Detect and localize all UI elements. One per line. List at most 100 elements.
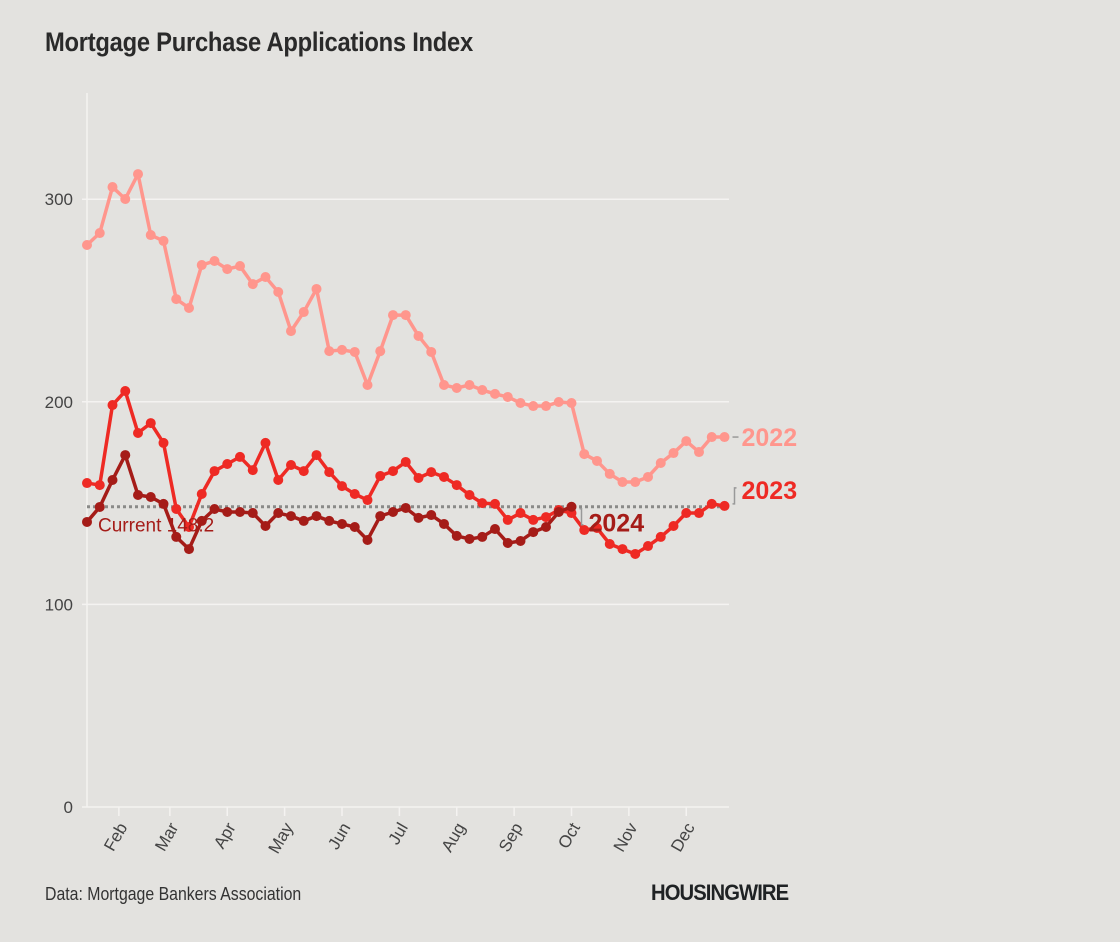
- data-point: [681, 436, 692, 447]
- data-point: [107, 182, 118, 193]
- data-point: [630, 477, 641, 488]
- data-point: [311, 511, 322, 522]
- data-point: [426, 467, 437, 478]
- data-point: [235, 507, 245, 518]
- series-2022: [82, 169, 730, 488]
- data-point: [451, 480, 462, 491]
- data-point: [426, 510, 437, 521]
- data-point: [592, 523, 602, 534]
- data-point: [298, 466, 309, 477]
- data-point: [324, 467, 335, 478]
- data-point: [413, 472, 424, 483]
- gridlines: [82, 93, 729, 808]
- data-point: [133, 169, 143, 180]
- chart-title: Mortgage Purchase Applications Index: [45, 27, 473, 57]
- data-point: [528, 514, 539, 525]
- data-point: [184, 522, 194, 533]
- series-label-2024: 2024: [589, 510, 645, 538]
- data-point: [553, 397, 564, 408]
- y-tick-label: 300: [45, 190, 73, 209]
- data-point: [349, 488, 360, 499]
- data-point: [464, 379, 475, 390]
- data-point: [196, 515, 207, 526]
- data-point: [668, 448, 679, 459]
- data-point: [273, 475, 284, 486]
- label-connector: [579, 507, 584, 526]
- data-point: [426, 346, 437, 357]
- data-point: [362, 495, 373, 506]
- data-point: [400, 456, 411, 467]
- data-point: [413, 330, 424, 341]
- data-point: [502, 514, 513, 525]
- data-point: [388, 310, 398, 321]
- data-point: [502, 538, 513, 549]
- data-point: [171, 503, 182, 514]
- data-point: [120, 386, 131, 397]
- y-axis: 0 100 200 300: [45, 190, 73, 817]
- brand-logo: HOUSINGWIRE: [651, 880, 789, 905]
- data-point: [247, 279, 258, 290]
- x-axis: Feb Mar Apr May Jun Jul Aug Sep Oct Nov Dec: [100, 807, 699, 857]
- data-point: [94, 228, 105, 239]
- data-point: [388, 507, 398, 518]
- data-point: [528, 401, 539, 412]
- y-tick-label: 100: [45, 595, 73, 614]
- data-point: [94, 501, 105, 512]
- series-group: [82, 169, 730, 559]
- data-point: [706, 498, 717, 509]
- data-point: [273, 508, 284, 519]
- data-point: [566, 398, 577, 409]
- data-point: [541, 401, 551, 412]
- data-point: [286, 511, 296, 522]
- data-point: [209, 255, 220, 266]
- x-tick-label: May: [265, 819, 298, 857]
- data-point: [681, 508, 692, 519]
- series-labels: 2022 2023 2024 Current 148.2: [98, 424, 797, 538]
- data-point: [158, 498, 169, 509]
- data-point: [643, 541, 653, 552]
- data-point: [400, 310, 411, 321]
- data-point: [120, 193, 131, 204]
- data-point: [298, 515, 309, 526]
- data-point: [82, 516, 92, 527]
- series-label-2022: 2022: [742, 424, 798, 452]
- data-point: [286, 460, 296, 471]
- data-point: [566, 501, 577, 512]
- data-point: [668, 520, 679, 531]
- series-label-2023: 2023: [742, 477, 798, 505]
- x-tick-label: Mar: [151, 819, 182, 854]
- data-point: [477, 385, 488, 396]
- data-point: [260, 271, 271, 282]
- y-tick-label: 200: [45, 393, 73, 412]
- source-note: Data: Mortgage Bankers Association: [45, 884, 302, 904]
- data-point: [490, 388, 500, 399]
- data-point: [515, 535, 526, 546]
- data-point: [311, 450, 322, 461]
- data-point: [337, 518, 347, 529]
- data-point: [553, 507, 564, 518]
- x-tick-label: Aug: [438, 820, 470, 856]
- data-point: [502, 391, 513, 402]
- data-point: [694, 447, 704, 458]
- data-point: [247, 508, 258, 519]
- data-point: [145, 492, 156, 503]
- x-tick-label: Oct: [554, 819, 584, 852]
- data-point: [222, 507, 233, 518]
- data-point: [477, 531, 488, 542]
- data-point: [209, 466, 220, 477]
- data-point: [706, 432, 717, 443]
- data-point: [107, 400, 118, 411]
- data-point: [145, 230, 156, 241]
- x-tick-label: Apr: [210, 819, 240, 852]
- data-point: [184, 544, 194, 555]
- data-point: [94, 480, 105, 491]
- data-point: [82, 478, 92, 489]
- data-point: [375, 470, 386, 481]
- data-point: [617, 544, 628, 555]
- data-point: [630, 548, 641, 559]
- data-point: [158, 437, 169, 448]
- data-point: [719, 500, 730, 511]
- data-point: [82, 239, 92, 250]
- data-point: [439, 379, 449, 390]
